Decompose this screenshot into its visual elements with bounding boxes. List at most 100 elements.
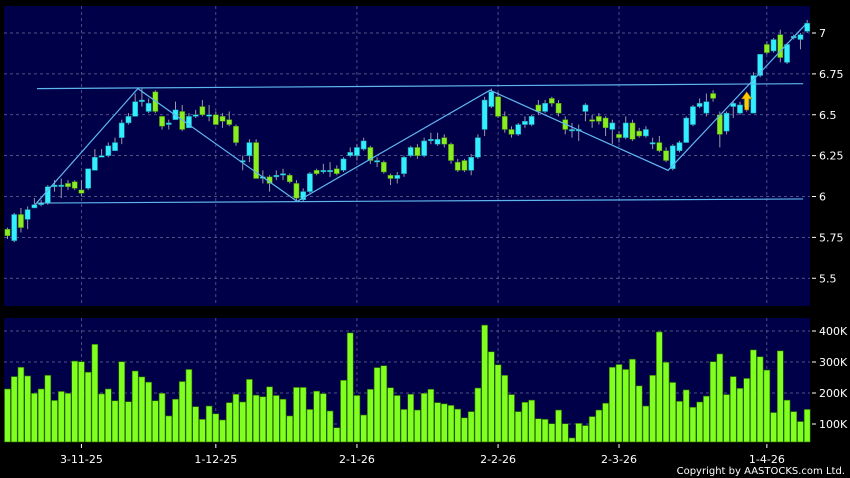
volume-bar (669, 382, 677, 443)
candle-down (548, 98, 555, 104)
volume-bar (723, 394, 730, 443)
volume-bar (756, 356, 764, 443)
candle-down (78, 189, 85, 194)
candle-up (31, 204, 38, 209)
volume-bar (165, 415, 173, 443)
volume-bar (541, 419, 549, 443)
candle-down (764, 44, 770, 53)
volume-bar (790, 411, 798, 443)
volume-bar (125, 401, 132, 443)
volume-bar (770, 412, 777, 443)
volume-bar (750, 349, 757, 443)
volume-bar (118, 361, 126, 443)
price-panel (4, 6, 810, 306)
volume-bar (346, 332, 354, 443)
candle-up (690, 106, 696, 125)
volume-bar (340, 379, 347, 443)
volume-bar (582, 425, 589, 443)
volume-bar (642, 405, 650, 443)
volume-bar (709, 361, 717, 443)
volume-bar (44, 375, 52, 443)
volume-bar (51, 400, 58, 443)
volume-tick-label: 400K (819, 325, 848, 338)
volume-bar (803, 409, 811, 443)
candle-down (602, 117, 609, 129)
candle-up (58, 184, 65, 187)
volume-bar (400, 409, 408, 443)
price-tick-label: 6.75 (819, 68, 844, 81)
volume-bar (225, 402, 233, 443)
volume-bar (360, 414, 367, 443)
volume-bar (185, 369, 193, 443)
candle-up (730, 103, 737, 107)
candle-up (622, 122, 629, 138)
volume-bar (736, 388, 744, 443)
up-arrow-icon (741, 91, 753, 111)
volume-bar (514, 411, 522, 443)
volume-bar (407, 393, 415, 443)
volume-bar (353, 395, 361, 443)
volume-bar (259, 396, 267, 443)
price-tick-label: 7 (819, 27, 826, 40)
volume-bar (199, 419, 206, 443)
candle-down (18, 214, 24, 228)
candle-down (226, 119, 233, 125)
volume-bar (387, 387, 394, 443)
volume-bar (454, 408, 462, 443)
candle-up (132, 101, 139, 117)
volume-bar (783, 399, 791, 443)
candle-up (421, 140, 427, 156)
candle-down (596, 116, 602, 122)
candles (4, 19, 811, 243)
candle-up (468, 157, 475, 171)
candle-down (501, 116, 508, 130)
volume-bar (776, 350, 784, 443)
candle-up (696, 103, 703, 107)
candle-up (320, 170, 327, 173)
volume-bar (629, 358, 636, 443)
volume-bar (172, 398, 179, 443)
candle-down (454, 161, 461, 171)
volume-bar (131, 370, 139, 443)
candle-up (118, 122, 125, 138)
volume-bar (501, 375, 509, 443)
volume-bar (662, 362, 670, 443)
volume-bar (447, 405, 455, 443)
candle-down (293, 183, 300, 199)
volume-bar (528, 399, 535, 443)
candle-down (199, 106, 206, 115)
volume-bar (414, 409, 421, 443)
volume-bar (561, 423, 569, 443)
candle-up (649, 142, 656, 145)
candle-up (542, 103, 548, 112)
price-tick-label: 6.25 (819, 150, 844, 163)
candle-down (219, 116, 226, 122)
volume-bar (313, 390, 320, 443)
candle-up (407, 147, 414, 156)
volume-bar (78, 361, 85, 443)
volume-bar (306, 409, 314, 443)
candle-up (434, 139, 441, 145)
candle-down (555, 103, 562, 114)
volume-bar (548, 423, 556, 443)
candle-up (92, 157, 98, 171)
candle-up (737, 104, 743, 114)
volume-bar (689, 406, 697, 443)
date-tick-label: 2-1-26 (339, 453, 375, 466)
candle-up (723, 112, 730, 132)
price-tick-label: 6.5 (819, 109, 837, 122)
volume-bar (373, 367, 381, 443)
annotations (741, 91, 753, 111)
candle-up (676, 142, 683, 151)
candle-up (528, 116, 535, 125)
candle-down (333, 168, 340, 174)
candle-up (307, 173, 313, 192)
volume-bar (440, 403, 448, 443)
volume-bar (474, 387, 482, 443)
candle-down (380, 161, 387, 173)
volume-bar (615, 364, 623, 443)
candle-up (683, 117, 690, 143)
volume-bar (575, 423, 583, 443)
volume-bar (178, 381, 186, 443)
candle-up (569, 129, 575, 132)
